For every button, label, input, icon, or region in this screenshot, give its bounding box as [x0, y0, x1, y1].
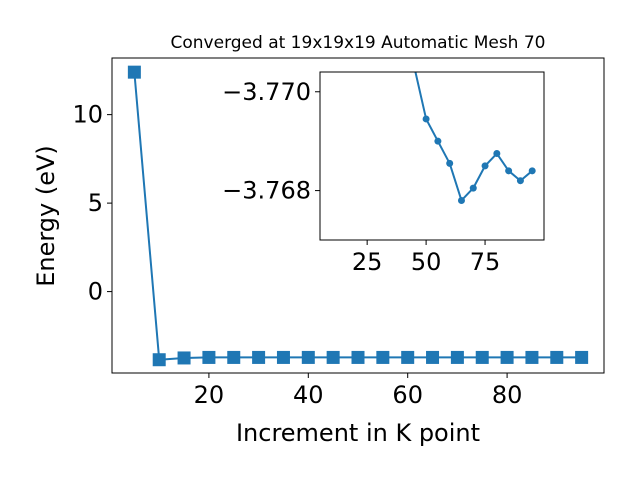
main-data-point [351, 350, 365, 364]
inset-background [320, 72, 544, 240]
inset-y-axis: −3.770 −3.768 [222, 78, 320, 205]
main-data-point [450, 350, 464, 364]
inset-data-point [481, 162, 489, 170]
inset-x-tick-label: 25 [352, 248, 383, 276]
inset-y-tick-label: −3.770 [222, 78, 311, 106]
inset-x-tick-label: 50 [411, 248, 442, 276]
inset-data-point [457, 196, 465, 204]
main-data-point [276, 350, 290, 364]
main-data-point [475, 350, 489, 364]
inset-data-point [528, 167, 536, 175]
main-data-point [152, 353, 166, 367]
main-x-tick-label: 40 [293, 381, 324, 409]
main-series [127, 65, 589, 367]
main-data-point [426, 350, 440, 364]
chart-title: Converged at 19x19x19 Automatic Mesh 70 [171, 33, 546, 53]
main-y-axis: 0 5 10 [72, 101, 112, 306]
y-axis-label: Energy (eV) [32, 145, 60, 287]
x-axis-label: Increment in K point [236, 419, 480, 447]
main-data-point [326, 350, 340, 364]
main-data-point [202, 350, 216, 364]
main-data-point [376, 350, 390, 364]
main-x-tick-label: 80 [492, 381, 523, 409]
main-data-point [301, 350, 315, 364]
inset-data-point [505, 167, 513, 175]
inset-x-axis: 25 50 75 [352, 240, 500, 276]
main-data-point [227, 350, 241, 364]
inset-y-tick-label: −3.768 [222, 177, 311, 205]
main-y-tick-label: 10 [72, 101, 103, 129]
main-data-point [550, 350, 564, 364]
main-data-point [252, 350, 266, 364]
inset-series [411, 64, 536, 204]
inset-data-point [516, 177, 524, 185]
inset-plot-frame [319, 71, 545, 241]
main-data-point [575, 350, 589, 364]
inset-data-point [446, 159, 454, 167]
main-data-point [401, 350, 415, 364]
inset-data-point [469, 184, 477, 192]
inset-data-point [411, 64, 418, 71]
main-data-point [177, 351, 191, 365]
main-x-tick-label: 60 [392, 381, 423, 409]
inset-x-tick-label: 75 [470, 248, 501, 276]
inset-plot: 25 50 75 −3.770 −3.768 [222, 64, 545, 276]
inset-data-point [434, 137, 442, 145]
inset-data-point [422, 115, 430, 123]
main-plot-frame [111, 57, 605, 374]
main-y-tick-label: 0 [88, 278, 103, 306]
main-data-point [127, 65, 141, 79]
main-x-axis: 20 40 60 80 [194, 373, 523, 409]
main-plot: Converged at 19x19x19 Automatic Mesh 70 … [32, 33, 605, 447]
inset-data-point [493, 150, 501, 158]
main-y-tick-label: 5 [88, 189, 103, 217]
main-x-tick-label: 20 [194, 381, 225, 409]
main-data-point [500, 350, 514, 364]
main-data-point [525, 350, 539, 364]
